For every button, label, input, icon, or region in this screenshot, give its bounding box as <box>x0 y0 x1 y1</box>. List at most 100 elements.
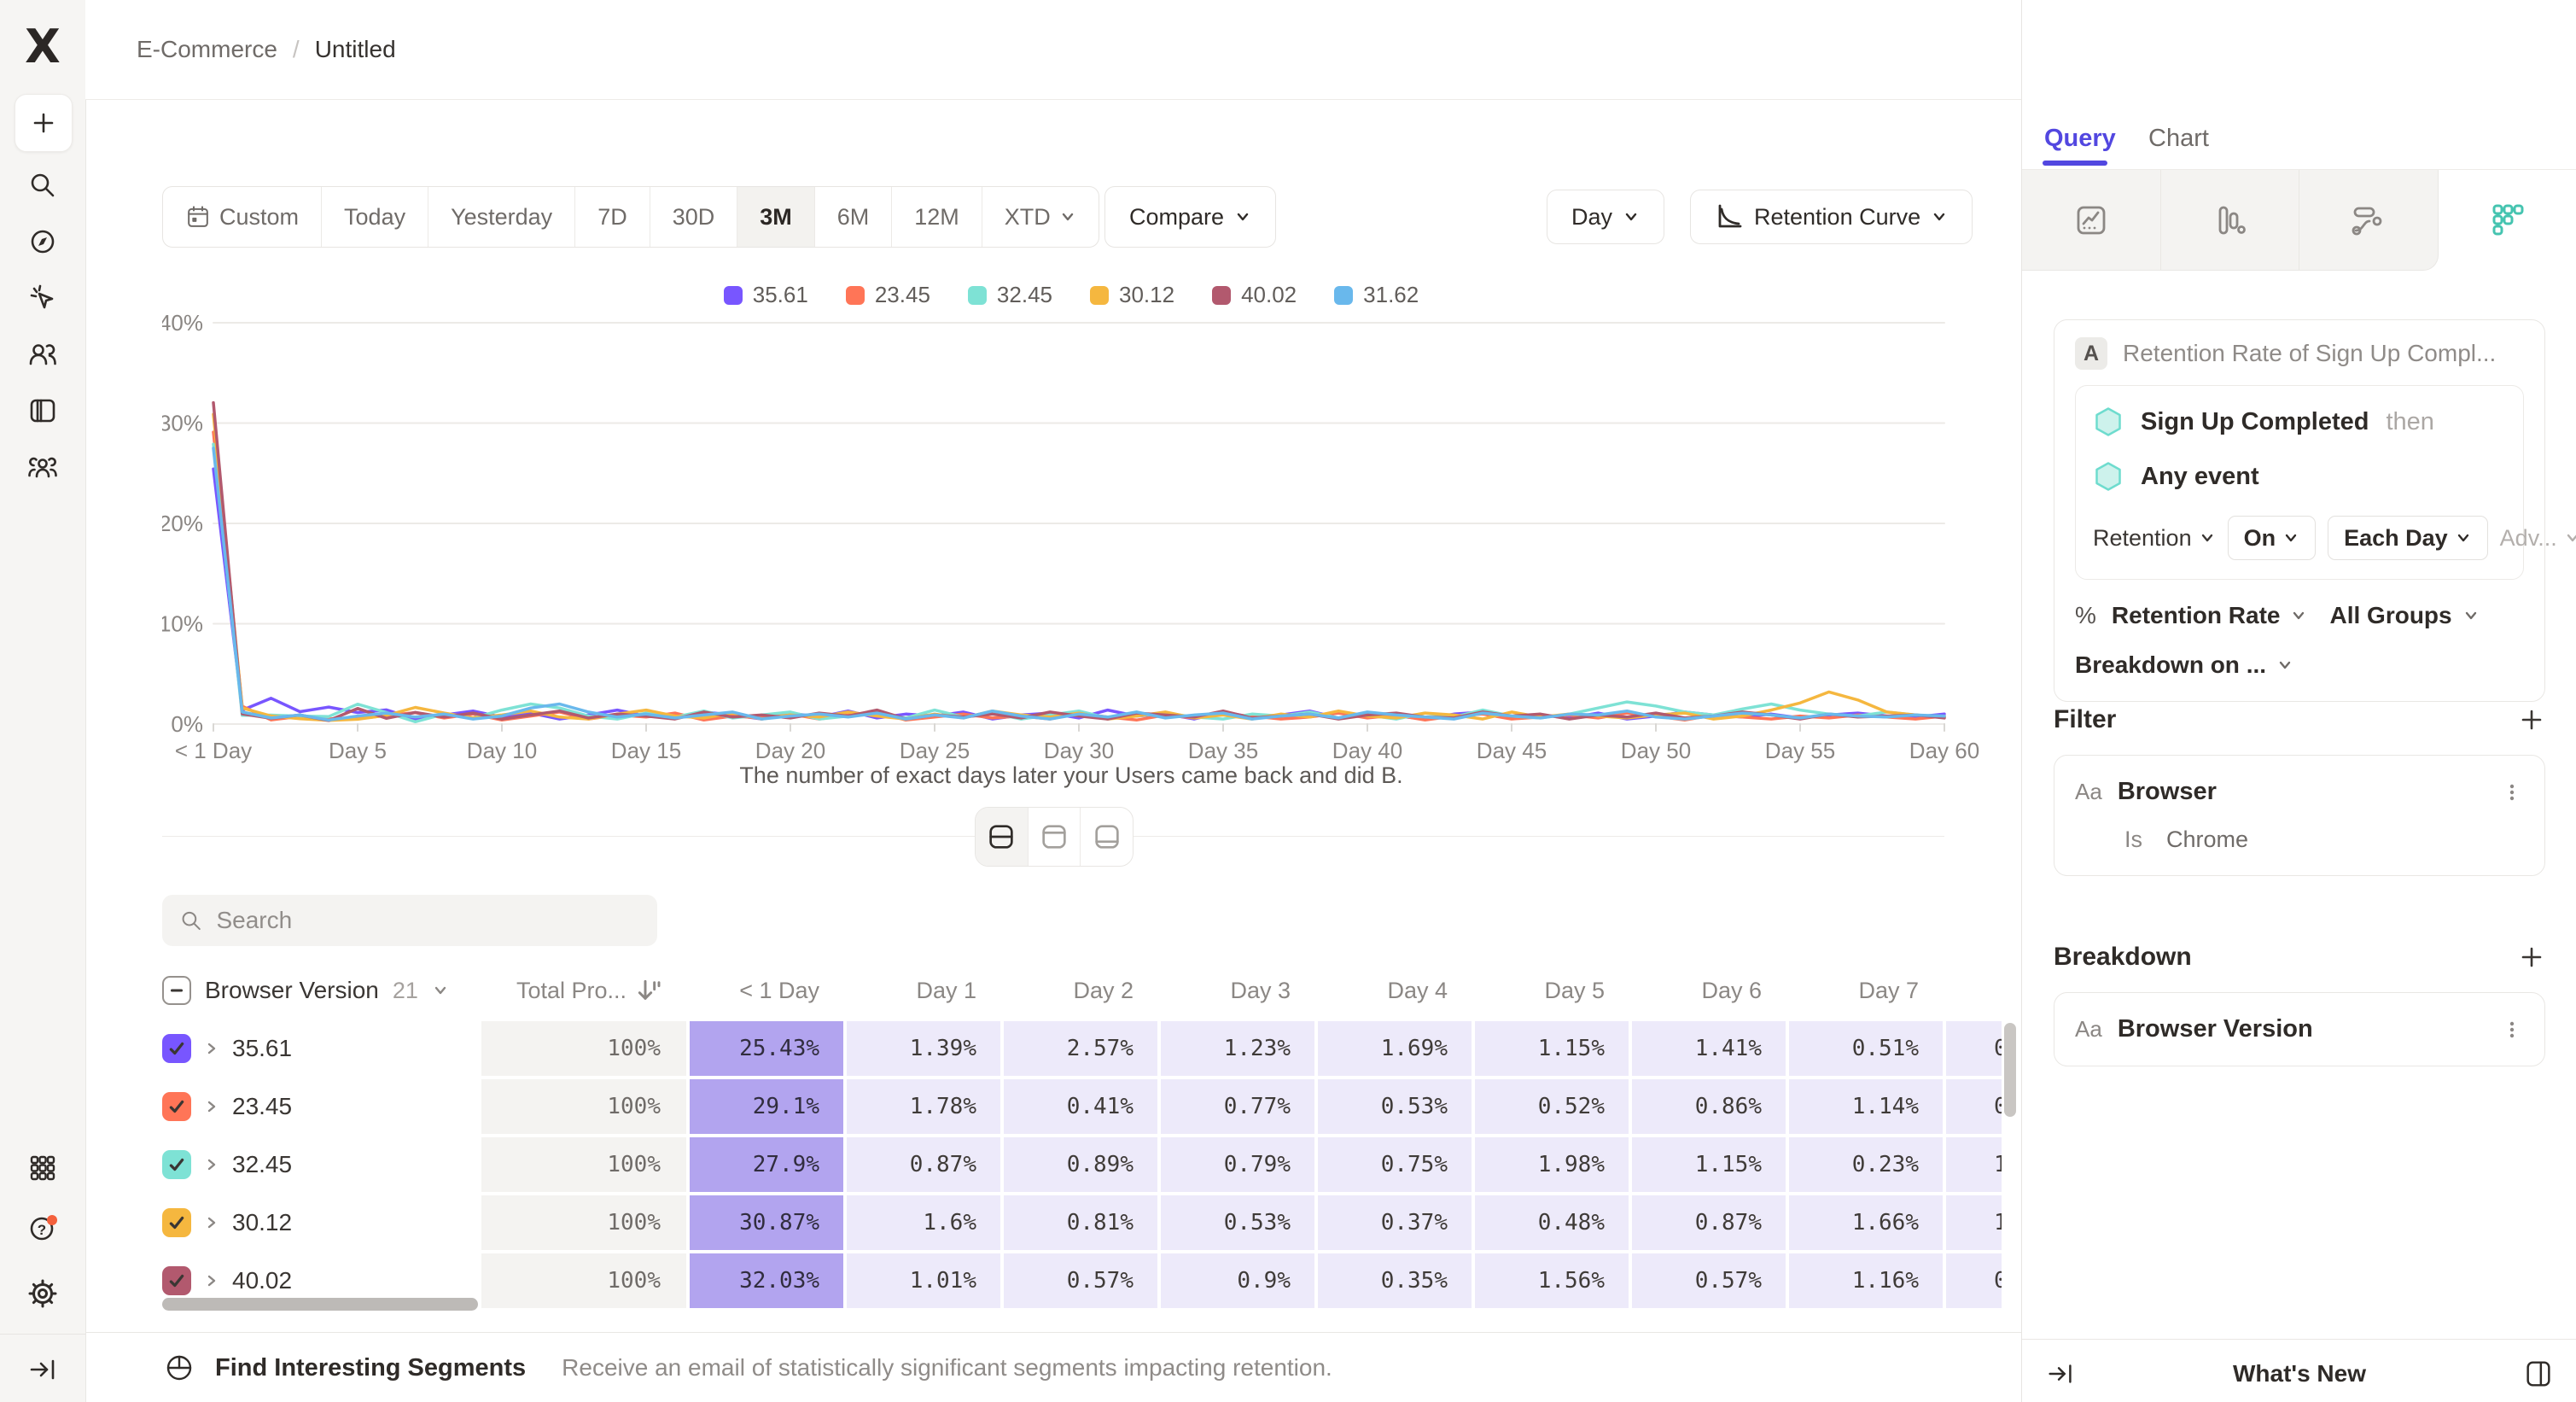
filter-property[interactable]: Browser <box>2117 778 2217 805</box>
interesting-segments-bar[interactable]: Find Interesting Segments Receive an ema… <box>162 1342 1332 1393</box>
vertical-scrollbar[interactable] <box>2004 1023 2016 1117</box>
query-title[interactable]: Retention Rate of Sign Up Compl... <box>2123 340 2497 366</box>
sidebar-cohorts-icon[interactable] <box>24 450 61 488</box>
row-checkbox[interactable] <box>162 1208 191 1237</box>
whats-new-link[interactable]: What's New <box>2232 1360 2366 1387</box>
table-header-day[interactable]: < 1 Day <box>690 963 843 1018</box>
sidebar-boards-icon[interactable] <box>24 392 61 429</box>
filter-operator[interactable]: Is <box>2124 827 2143 852</box>
granularity-dropdown[interactable]: Day <box>1547 190 1665 244</box>
legend-item[interactable]: 40.02 <box>1212 282 1297 308</box>
range-yesterday[interactable]: Yesterday <box>428 187 576 247</box>
table-header-day[interactable]: Day 6 <box>1632 963 1786 1018</box>
filter-card[interactable]: Aa Browser Is Chrome <box>2054 755 2545 876</box>
horizontal-scrollbar[interactable] <box>162 1298 478 1311</box>
help-icon[interactable]: ? <box>24 1209 61 1247</box>
insights-icon <box>2077 206 2106 234</box>
advanced-dropdown[interactable]: Adv... <box>2500 525 2576 552</box>
create-new-button[interactable] <box>15 94 73 152</box>
sidebar-events-icon[interactable] <box>24 279 61 317</box>
filter-section-header: Filter <box>2054 705 2545 734</box>
legend-item[interactable]: 31.62 <box>1334 282 1419 308</box>
active-tab-underline <box>2043 161 2107 166</box>
table-header-day[interactable]: Day 8 <box>1946 963 2002 1018</box>
legend-item[interactable]: 23.45 <box>845 282 930 308</box>
range-custom[interactable]: Custom <box>163 187 323 247</box>
sidebar-users-icon[interactable] <box>24 336 61 373</box>
sidebar-discover-icon[interactable] <box>24 223 61 260</box>
layout-chart-only-button[interactable] <box>1029 808 1081 866</box>
each-day-dropdown[interactable]: Each Day <box>2328 516 2488 560</box>
side-panel-icon[interactable] <box>2522 1358 2555 1390</box>
range-xtd[interactable]: XTD <box>982 187 1099 247</box>
table-header-day[interactable]: Day 4 <box>1318 963 1472 1018</box>
add-breakdown-icon[interactable] <box>2518 943 2545 971</box>
search-input[interactable] <box>214 906 640 935</box>
settings-gear-icon[interactable] <box>24 1275 61 1312</box>
first-event-row[interactable]: Sign Up Completed then <box>2093 406 2506 437</box>
add-filter-icon[interactable] <box>2518 706 2545 733</box>
chevron-down-icon <box>2457 534 2468 542</box>
return-event-row[interactable]: Any event <box>2093 461 2506 492</box>
sidebar-search-icon[interactable] <box>24 166 61 204</box>
compare-button[interactable]: Compare <box>1104 186 1277 248</box>
flows-report-button[interactable] <box>2299 170 2439 271</box>
layout-split-button[interactable] <box>976 808 1029 866</box>
chevron-right-icon <box>207 1043 216 1054</box>
flows-icon <box>2352 207 2382 235</box>
breakdown-property[interactable]: Browser Version <box>2117 1015 2313 1043</box>
table-header-total[interactable]: Total Pro... <box>481 963 686 1018</box>
table-header-day[interactable]: Day 5 <box>1475 963 1629 1018</box>
layout-table-only-button[interactable] <box>1081 808 1133 866</box>
row-checkbox[interactable] <box>162 1266 191 1295</box>
range-today[interactable]: Today <box>322 187 429 247</box>
select-all-checkbox[interactable] <box>162 976 191 1005</box>
range-3m[interactable]: 3M <box>737 187 815 247</box>
table-header-day[interactable]: Day 3 <box>1161 963 1314 1018</box>
on-dropdown[interactable]: On <box>2227 516 2317 560</box>
range-7d[interactable]: 7D <box>575 187 650 247</box>
apps-grid-icon[interactable] <box>24 1149 61 1187</box>
table-row-label[interactable]: 30.12 <box>162 1195 478 1250</box>
retention-cell: 0.81% <box>1004 1195 1157 1250</box>
expand-sidebar-icon[interactable] <box>24 1351 61 1388</box>
chevron-right-icon <box>207 1217 216 1229</box>
measure-dropdown[interactable]: Retention Rate <box>2111 602 2281 628</box>
retention-report-button[interactable] <box>2438 170 2576 271</box>
kebab-menu-icon[interactable] <box>2500 780 2524 804</box>
breakdown-card[interactable]: Aa Browser Version <box>2054 992 2545 1066</box>
legend-item[interactable]: 35.61 <box>723 282 808 308</box>
funnels-report-button[interactable] <box>2160 170 2299 271</box>
collapse-panel-icon[interactable] <box>2044 1358 2077 1390</box>
range-6m[interactable]: 6M <box>815 187 893 247</box>
breadcrumb-report-title[interactable]: Untitled <box>314 36 396 62</box>
range-30d[interactable]: 30D <box>650 187 738 247</box>
breakdown-on-dropdown[interactable]: Breakdown on ... <box>2075 651 2267 678</box>
breadcrumb-project[interactable]: E-Commerce <box>137 36 277 62</box>
chart-type-dropdown[interactable]: Retention Curve <box>1690 190 1973 244</box>
row-checkbox[interactable] <box>162 1034 191 1063</box>
insights-report-button[interactable] <box>2022 170 2161 271</box>
tab-chart[interactable]: Chart <box>2148 125 2209 152</box>
svg-text:Day 20: Day 20 <box>755 738 825 763</box>
retention-line-chart[interactable]: 0% 10% 20% 30% 40% < 1 Day Day 5 Day 10 Day 15 Da… <box>159 307 1980 786</box>
table-row-label[interactable]: 32.45 <box>162 1137 478 1192</box>
total-cell: 100% <box>481 1253 686 1308</box>
tab-query[interactable]: Query <box>2044 125 2116 152</box>
range-12m[interactable]: 12M <box>892 187 982 247</box>
legend-item[interactable]: 32.45 <box>967 282 1052 308</box>
row-checkbox[interactable] <box>162 1150 191 1179</box>
filter-value[interactable]: Chrome <box>2166 827 2249 852</box>
table-header-day[interactable]: Day 2 <box>1004 963 1157 1018</box>
groups-dropdown[interactable]: All Groups <box>2329 602 2452 628</box>
legend-item[interactable]: 30.12 <box>1090 282 1174 308</box>
svg-text:Day 40: Day 40 <box>1332 738 1402 763</box>
table-header-day[interactable]: Day 1 <box>847 963 1000 1018</box>
table-header-day[interactable]: Day 7 <box>1789 963 1943 1018</box>
row-checkbox[interactable] <box>162 1092 191 1121</box>
table-search[interactable] <box>162 895 657 946</box>
table-row-label[interactable]: 35.61 <box>162 1021 478 1076</box>
retention-type-dropdown[interactable]: Retention <box>2093 525 2216 552</box>
kebab-menu-icon[interactable] <box>2500 1018 2524 1042</box>
table-row-label[interactable]: 23.45 <box>162 1079 478 1134</box>
